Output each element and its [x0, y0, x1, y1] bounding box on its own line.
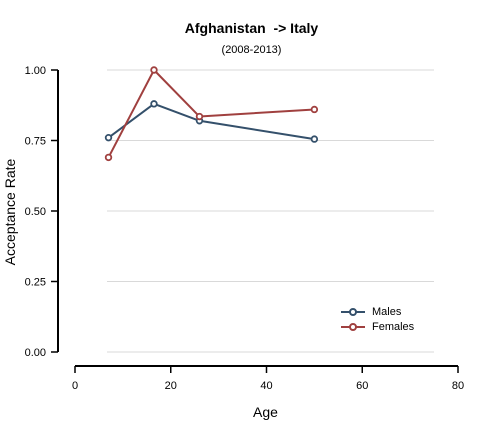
y-tick-label-1: 0.25 [25, 277, 46, 289]
x-axis-label: Age [253, 404, 278, 420]
legend-swatch-females [341, 322, 365, 331]
series-line-males [107, 102, 315, 141]
chart-subtitle: (2008-2013) [221, 44, 282, 56]
point-males-1 [150, 100, 158, 108]
y-tick-label-0: 0.00 [25, 347, 46, 359]
point-females-0 [104, 153, 113, 162]
legend-swatch-males [341, 307, 365, 316]
legend-label-females: Females [372, 320, 415, 333]
legend-item-females: Females [340, 319, 414, 334]
x-tick-label-4: 80 [452, 380, 464, 392]
x-tick-label-2: 40 [260, 380, 272, 392]
point-females-1 [150, 66, 158, 74]
y-tick-label-2: 0.50 [25, 206, 46, 218]
y-tick-label-4: 1.00 [25, 65, 46, 77]
y-tick-label-3: 0.75 [25, 136, 46, 148]
point-females-2 [195, 112, 204, 121]
x-tick-label-1: 20 [165, 380, 177, 392]
series-line-females [107, 69, 315, 158]
x-tick-label-0: 0 [72, 380, 78, 392]
x-tick-label-3: 60 [356, 380, 368, 392]
point-males-0 [104, 133, 113, 142]
legend-label-males: Males [372, 305, 402, 318]
point-males-3 [310, 135, 319, 143]
chart-title: Afghanistan -> Italy [184, 20, 319, 36]
legend-item-males: Males [340, 304, 414, 319]
point-females-3 [310, 105, 319, 114]
legend: Males Females [340, 304, 414, 334]
y-axis-label: Acceptance Rate [2, 158, 18, 266]
